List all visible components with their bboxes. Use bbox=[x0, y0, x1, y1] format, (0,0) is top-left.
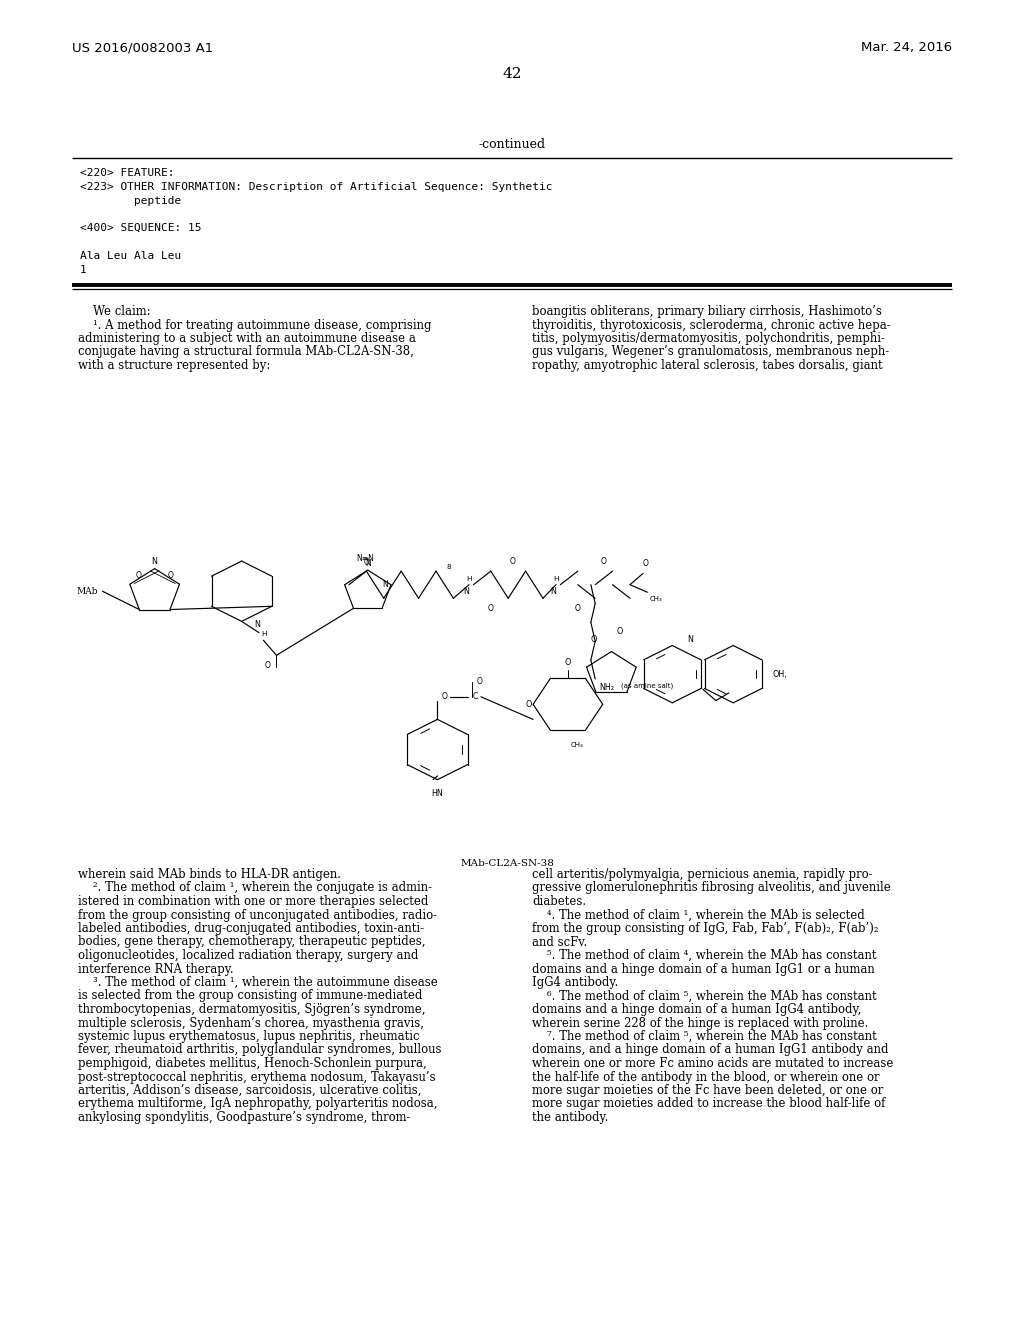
Text: oligonucleotides, localized radiation therapy, surgery and: oligonucleotides, localized radiation th… bbox=[78, 949, 419, 962]
Text: interference RNA therapy.: interference RNA therapy. bbox=[78, 962, 233, 975]
Text: -continued: -continued bbox=[478, 139, 546, 152]
Text: is selected from the group consisting of immune-mediated: is selected from the group consisting of… bbox=[78, 990, 422, 1002]
Text: ankylosing spondylitis, Goodpasture’s syndrome, throm-: ankylosing spondylitis, Goodpasture’s sy… bbox=[78, 1111, 411, 1125]
Text: from the group consisting of IgG, Fab, Fab’, F(ab)₂, F(ab’)₂: from the group consisting of IgG, Fab, F… bbox=[532, 921, 879, 935]
Text: O: O bbox=[265, 661, 270, 671]
Text: peptide: peptide bbox=[80, 195, 181, 206]
Text: multiple sclerosis, Sydenham’s chorea, myasthenia gravis,: multiple sclerosis, Sydenham’s chorea, m… bbox=[78, 1016, 424, 1030]
Text: systemic lupus erythematosus, lupus nephritis, rheumatic: systemic lupus erythematosus, lupus neph… bbox=[78, 1030, 420, 1043]
Text: O: O bbox=[601, 557, 607, 566]
Text: O: O bbox=[564, 657, 571, 667]
Text: boangitis obliterans, primary biliary cirrhosis, Hashimoto’s: boangitis obliterans, primary biliary ci… bbox=[532, 305, 882, 318]
Text: erythema multiforme, IgA nephropathy, polyarteritis nodosa,: erythema multiforme, IgA nephropathy, po… bbox=[78, 1097, 437, 1110]
Text: CH₃: CH₃ bbox=[570, 742, 583, 748]
Text: titis, polymyositis/dermatomyositis, polychondritis, pemphi-: titis, polymyositis/dermatomyositis, pol… bbox=[532, 333, 885, 345]
Text: bodies, gene therapy, chemotherapy, therapeutic peptides,: bodies, gene therapy, chemotherapy, ther… bbox=[78, 936, 426, 949]
Text: O: O bbox=[525, 700, 531, 709]
Text: ¹. A method for treating autoimmune disease, comprising: ¹. A method for treating autoimmune dise… bbox=[78, 318, 431, 331]
Text: O: O bbox=[364, 557, 370, 566]
Text: diabetes.: diabetes. bbox=[532, 895, 586, 908]
Text: gus vulgaris, Wegener’s granulomatosis, membranous neph-: gus vulgaris, Wegener’s granulomatosis, … bbox=[532, 346, 889, 359]
Text: C: C bbox=[472, 692, 477, 701]
Text: N: N bbox=[365, 558, 371, 568]
Text: H: H bbox=[553, 577, 559, 582]
Text: N: N bbox=[551, 587, 556, 595]
Text: H: H bbox=[261, 631, 266, 638]
Text: IgG4 antibody.: IgG4 antibody. bbox=[532, 975, 618, 989]
Text: wherein one or more Fc amino acids are mutated to increase: wherein one or more Fc amino acids are m… bbox=[532, 1057, 893, 1071]
Text: 8: 8 bbox=[446, 564, 452, 570]
Text: N: N bbox=[254, 620, 260, 628]
Text: N: N bbox=[687, 635, 692, 644]
Text: <400> SEQUENCE: 15: <400> SEQUENCE: 15 bbox=[80, 223, 202, 234]
Text: thrombocytopenias, dermatomyositis, Sjögren’s syndrome,: thrombocytopenias, dermatomyositis, Sjög… bbox=[78, 1003, 426, 1016]
Text: O: O bbox=[441, 692, 447, 701]
Text: from the group consisting of unconjugated antibodies, radio-: from the group consisting of unconjugate… bbox=[78, 908, 437, 921]
Text: N: N bbox=[152, 557, 158, 565]
Text: 1: 1 bbox=[80, 264, 87, 275]
Text: domains, and a hinge domain of a human IgG1 antibody and: domains, and a hinge domain of a human I… bbox=[532, 1044, 889, 1056]
Text: domains and a hinge domain of a human IgG4 antibody,: domains and a hinge domain of a human Ig… bbox=[532, 1003, 861, 1016]
Text: post-streptococcal nephritis, erythema nodosum, Takayasu’s: post-streptococcal nephritis, erythema n… bbox=[78, 1071, 435, 1084]
Text: ⁴. The method of claim ¹, wherein the MAb is selected: ⁴. The method of claim ¹, wherein the MA… bbox=[532, 908, 864, 921]
Text: N: N bbox=[383, 581, 388, 589]
Text: NH₂: NH₂ bbox=[599, 682, 614, 692]
Text: pemphigoid, diabetes mellitus, Henoch-Schonlein purpura,: pemphigoid, diabetes mellitus, Henoch-Sc… bbox=[78, 1057, 427, 1071]
Text: ². The method of claim ¹, wherein the conjugate is admin-: ². The method of claim ¹, wherein the co… bbox=[78, 882, 432, 895]
Text: administering to a subject with an autoimmune disease a: administering to a subject with an autoi… bbox=[78, 333, 416, 345]
Text: O: O bbox=[616, 627, 624, 636]
Text: OH,: OH, bbox=[772, 669, 787, 678]
Text: N: N bbox=[464, 587, 469, 595]
Text: O: O bbox=[574, 603, 581, 612]
Text: HN: HN bbox=[431, 789, 443, 797]
Text: ⁷. The method of claim ⁵, wherein the MAb has constant: ⁷. The method of claim ⁵, wherein the MA… bbox=[532, 1030, 877, 1043]
Text: MAb-CL2A-SN-38: MAb-CL2A-SN-38 bbox=[460, 859, 554, 867]
Text: O: O bbox=[510, 557, 515, 566]
Text: O: O bbox=[487, 603, 494, 612]
Text: N≡N: N≡N bbox=[356, 553, 374, 562]
Text: fever, rheumatoid arthritis, polyglandular syndromes, bullous: fever, rheumatoid arthritis, polyglandul… bbox=[78, 1044, 441, 1056]
Text: with a structure represented by:: with a structure represented by: bbox=[78, 359, 270, 372]
Text: O: O bbox=[168, 572, 173, 581]
Text: and scFv.: and scFv. bbox=[532, 936, 587, 949]
Text: (as amine salt): (as amine salt) bbox=[622, 682, 674, 689]
Text: O: O bbox=[476, 677, 482, 686]
Text: Mar. 24, 2016: Mar. 24, 2016 bbox=[861, 41, 952, 54]
Text: US 2016/0082003 A1: US 2016/0082003 A1 bbox=[72, 41, 213, 54]
Text: labeled antibodies, drug-conjugated antibodies, toxin-anti-: labeled antibodies, drug-conjugated anti… bbox=[78, 921, 424, 935]
Text: the antibody.: the antibody. bbox=[532, 1111, 608, 1125]
Text: ⁶. The method of claim ⁵, wherein the MAb has constant: ⁶. The method of claim ⁵, wherein the MA… bbox=[532, 990, 877, 1002]
Text: cell arteritis/polymyalgia, pernicious anemia, rapidly pro-: cell arteritis/polymyalgia, pernicious a… bbox=[532, 869, 872, 880]
Text: Ala Leu Ala Leu: Ala Leu Ala Leu bbox=[80, 251, 181, 261]
Text: thyroiditis, thyrotoxicosis, scleroderma, chronic active hepa-: thyroiditis, thyrotoxicosis, scleroderma… bbox=[532, 318, 891, 331]
Text: O: O bbox=[136, 572, 141, 581]
Text: more sugar moieties of the Fc have been deleted, or one or: more sugar moieties of the Fc have been … bbox=[532, 1084, 884, 1097]
Text: wherein serine 228 of the hinge is replaced with proline.: wherein serine 228 of the hinge is repla… bbox=[532, 1016, 868, 1030]
Text: 42: 42 bbox=[502, 67, 522, 81]
Text: more sugar moieties added to increase the blood half-life of: more sugar moieties added to increase th… bbox=[532, 1097, 886, 1110]
Text: ⁵. The method of claim ⁴, wherein the MAb has constant: ⁵. The method of claim ⁴, wherein the MA… bbox=[532, 949, 877, 962]
Text: H: H bbox=[466, 577, 472, 582]
Text: MAb: MAb bbox=[77, 586, 98, 595]
Text: wherein said MAb binds to HLA-DR antigen.: wherein said MAb binds to HLA-DR antigen… bbox=[78, 869, 341, 880]
Text: CH₃: CH₃ bbox=[649, 597, 662, 602]
Text: arteritis, Addison’s disease, sarcoidosis, ulcerative colitis,: arteritis, Addison’s disease, sarcoidosi… bbox=[78, 1084, 422, 1097]
Text: ropathy, amyotrophic lateral sclerosis, tabes dorsalis, giant: ropathy, amyotrophic lateral sclerosis, … bbox=[532, 359, 883, 372]
Text: <223> OTHER INFORMATION: Description of Artificial Sequence: Synthetic: <223> OTHER INFORMATION: Description of … bbox=[80, 182, 553, 191]
Text: O: O bbox=[643, 560, 648, 568]
Text: We claim:: We claim: bbox=[78, 305, 151, 318]
Text: the half-life of the antibody in the blood, or wherein one or: the half-life of the antibody in the blo… bbox=[532, 1071, 880, 1084]
Text: gressive glomerulonephritis fibrosing alveolitis, and juvenile: gressive glomerulonephritis fibrosing al… bbox=[532, 882, 891, 895]
Text: <220> FEATURE:: <220> FEATURE: bbox=[80, 168, 174, 178]
Text: O: O bbox=[591, 635, 597, 644]
Text: conjugate having a structural formula MAb-CL2A-SN-38,: conjugate having a structural formula MA… bbox=[78, 346, 414, 359]
Text: ³. The method of claim ¹, wherein the autoimmune disease: ³. The method of claim ¹, wherein the au… bbox=[78, 975, 437, 989]
Text: istered in combination with one or more therapies selected: istered in combination with one or more … bbox=[78, 895, 428, 908]
Text: domains and a hinge domain of a human IgG1 or a human: domains and a hinge domain of a human Ig… bbox=[532, 962, 874, 975]
